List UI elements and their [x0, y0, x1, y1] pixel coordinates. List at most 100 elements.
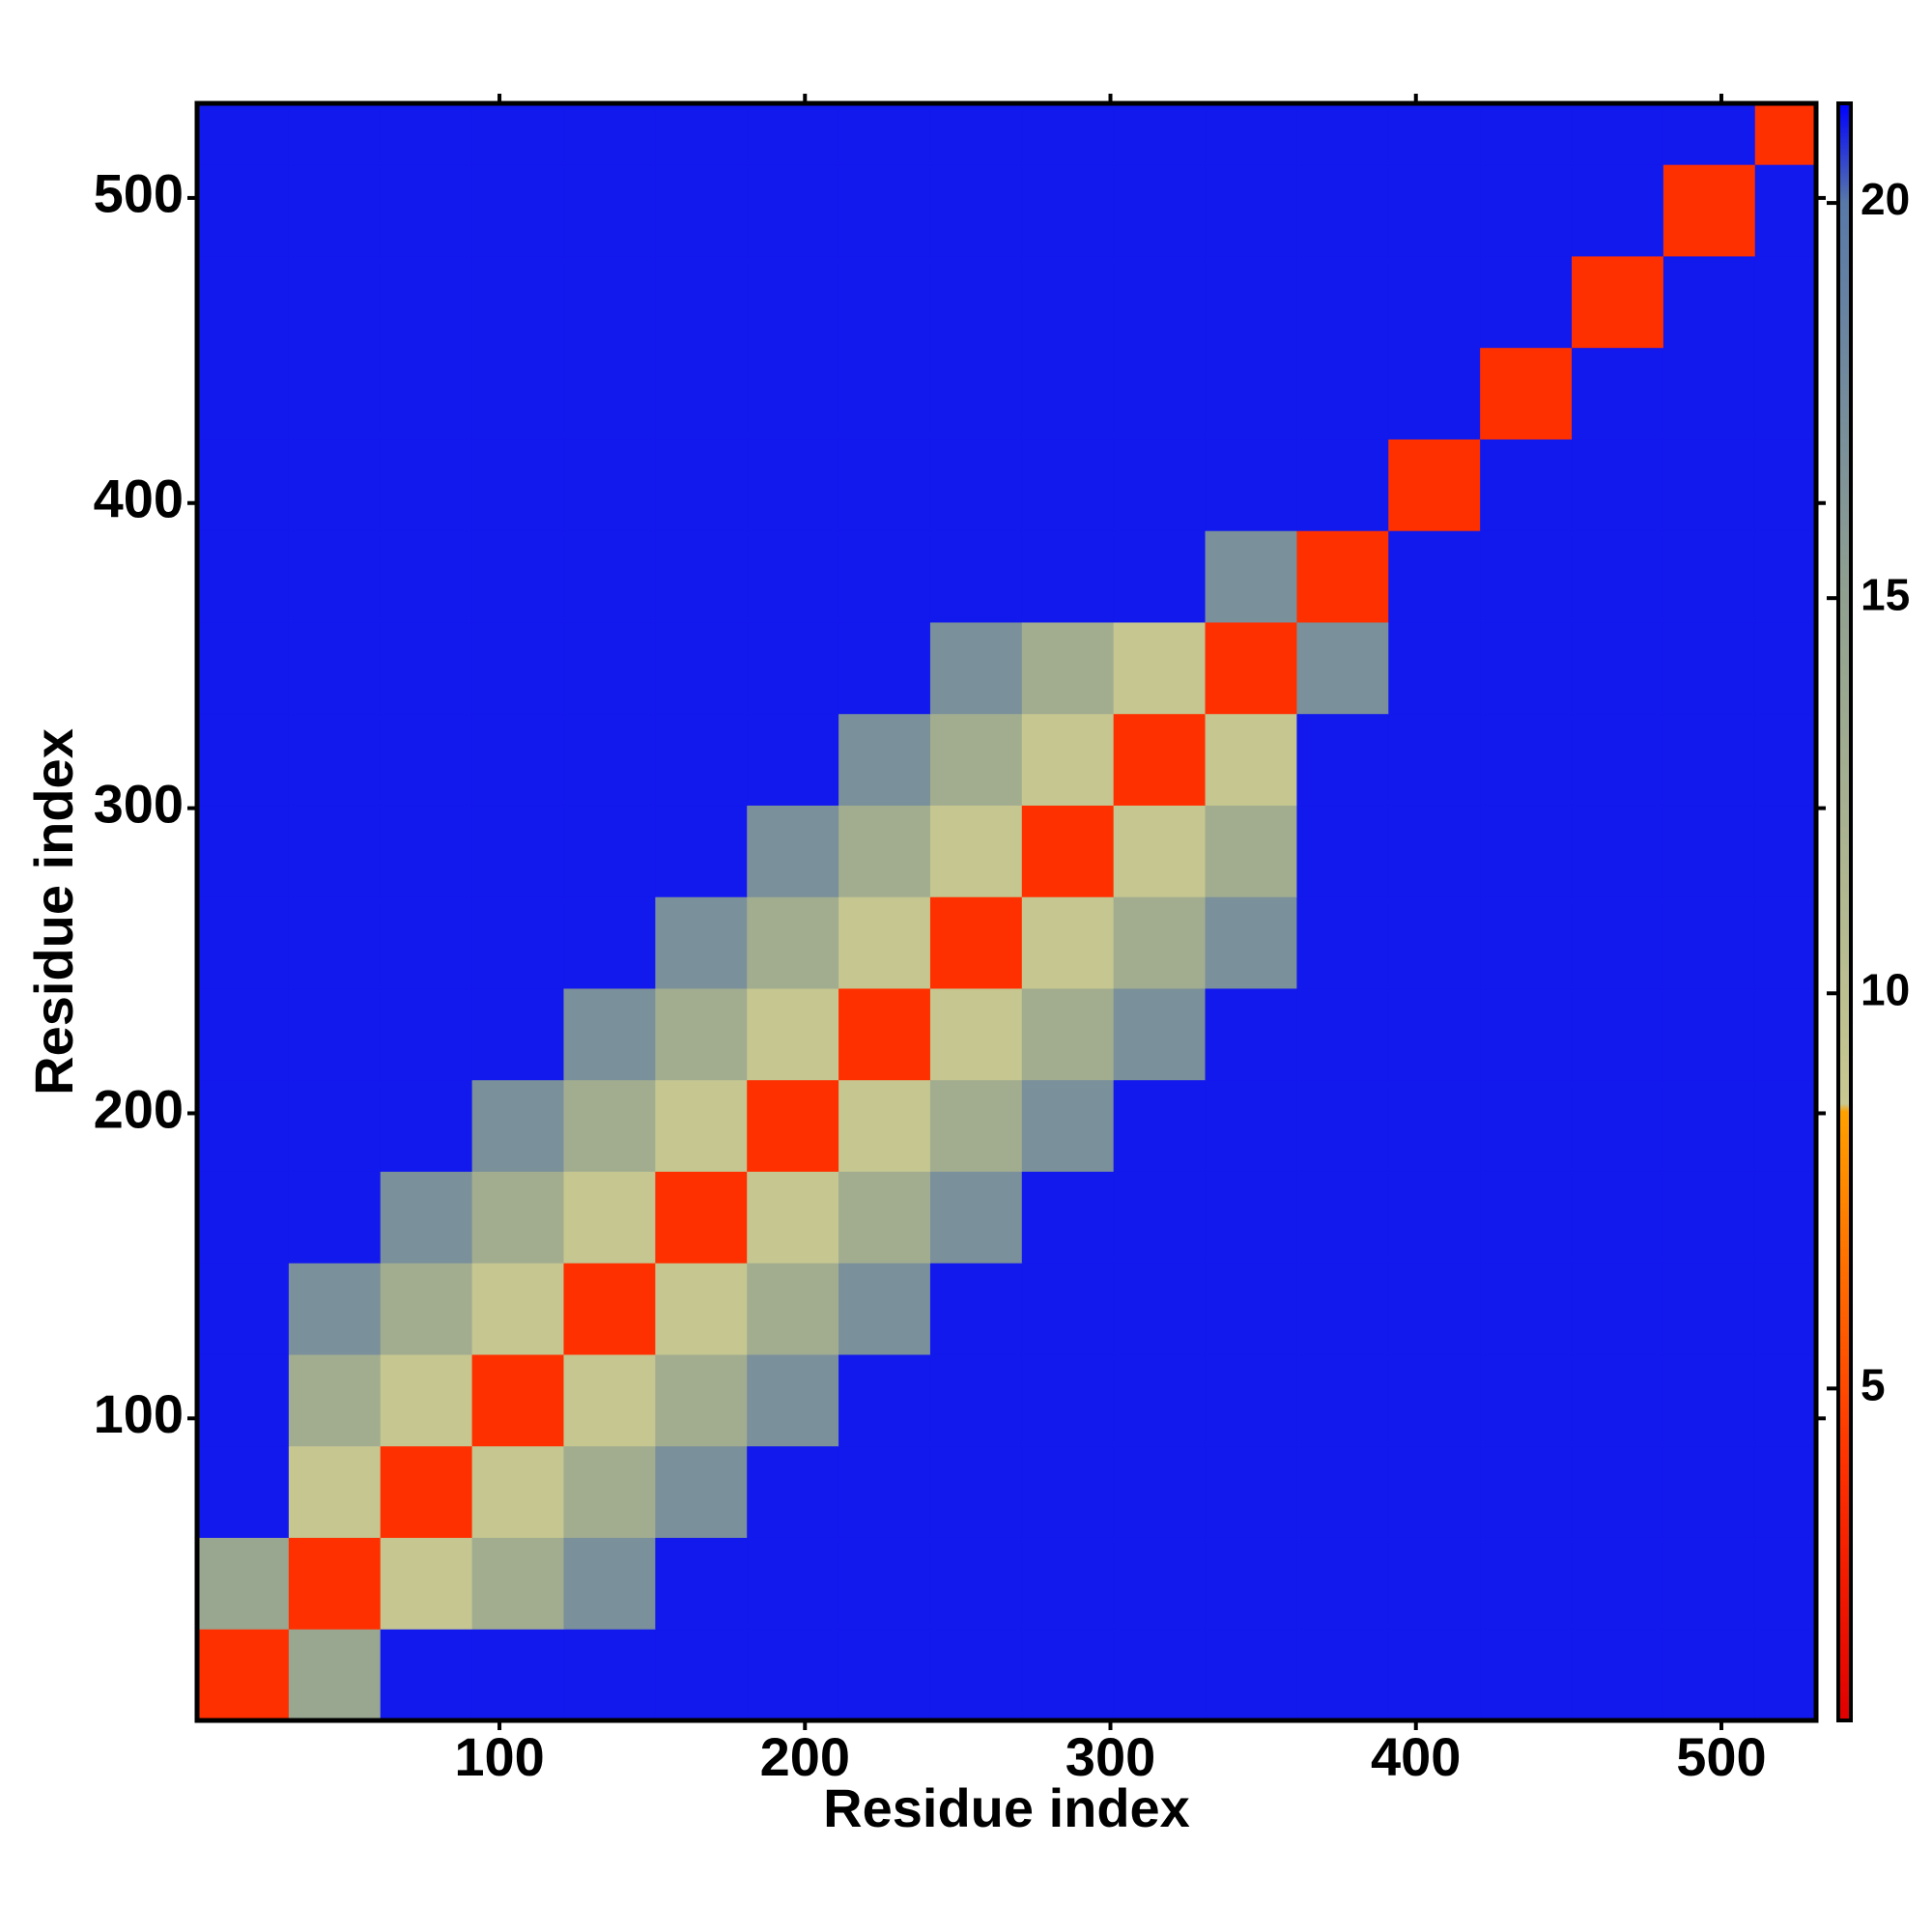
heatmap-cell: [1662, 1171, 1756, 1264]
heatmap-cell: [747, 1445, 839, 1538]
heatmap-cell: [1480, 103, 1573, 165]
heatmap-cell: [1754, 896, 1817, 989]
heatmap-cell: [288, 1445, 382, 1538]
heatmap-cell: [1388, 621, 1481, 715]
heatmap-cell: [471, 805, 564, 897]
heatmap-cell: [380, 1263, 473, 1355]
heatmap-cell: [838, 1629, 931, 1721]
x-tick-label: 300: [1065, 1726, 1155, 1787]
heatmap-cell: [1113, 1537, 1207, 1630]
y-tick-label: 400: [94, 469, 184, 529]
heatmap-cell: [471, 347, 564, 440]
heatmap-cell: [288, 1353, 382, 1447]
heatmap-cell: [1388, 347, 1481, 440]
heatmap-cell: [1480, 1171, 1573, 1264]
heatmap-cell: [563, 987, 656, 1081]
heatmap-cell: [288, 1079, 382, 1172]
heatmap-cell: [838, 439, 931, 531]
heatmap-cell: [1205, 621, 1297, 715]
heatmap-cell: [838, 1263, 931, 1355]
heatmap-cell: [1662, 255, 1756, 349]
heatmap-cell: [1480, 1629, 1573, 1721]
heatmap-cell: [1754, 1079, 1817, 1172]
heatmap-cell: [1296, 1629, 1389, 1721]
heatmap-cell: [1480, 439, 1573, 531]
heatmap-cell: [1021, 1079, 1115, 1172]
heatmap-cell: [1662, 1353, 1756, 1447]
heatmap-cell: [655, 255, 748, 349]
heatmap-cell: [1113, 1079, 1207, 1172]
y-tick-label: 200: [94, 1078, 184, 1139]
heatmap-cell: [1296, 164, 1389, 257]
heatmap-cell: [288, 530, 382, 623]
heatmap-cell: [563, 439, 656, 531]
heatmap-cell: [929, 1353, 1023, 1447]
x-axis-title: Residue index: [823, 1777, 1190, 1838]
heatmap-cell: [288, 987, 382, 1081]
heatmap-cell: [1205, 164, 1297, 257]
heatmap-cell: [1388, 987, 1481, 1081]
heatmap-cell: [1388, 103, 1481, 165]
heatmap-cell: [1480, 1537, 1573, 1630]
heatmap-cell: [747, 1537, 839, 1630]
heatmap-cell: [1388, 805, 1481, 897]
heatmap-cell: [747, 713, 839, 806]
heatmap-cell: [1388, 255, 1481, 349]
heatmap-cell: [1296, 439, 1389, 531]
heatmap-cell: [1754, 1263, 1817, 1355]
heatmap-cell: [838, 1445, 931, 1538]
heatmap-cell: [1754, 164, 1817, 257]
heatmap-cell: [563, 1445, 656, 1538]
colorbar-tick-label: 5: [1861, 1360, 1886, 1410]
heatmap-cell: [1205, 530, 1297, 623]
heatmap-cell: [1572, 621, 1664, 715]
heatmap-cell: [1754, 1537, 1817, 1630]
heatmap-cell: [380, 1353, 473, 1447]
heatmap-cell: [747, 1629, 839, 1721]
heatmap-cell: [1480, 805, 1573, 897]
heatmap-cell: [471, 621, 564, 715]
heatmap-cell: [1754, 805, 1817, 897]
heatmap-cell: [1296, 1537, 1389, 1630]
heatmap-cell: [471, 255, 564, 349]
heatmap-cell: [471, 1353, 564, 1447]
heatmap-cell: [288, 164, 382, 257]
heatmap-cell: [1662, 987, 1756, 1081]
heatmap-cell: [1662, 621, 1756, 715]
heatmap-cell: [1388, 1263, 1481, 1355]
heatmap-cell: [929, 896, 1023, 989]
heatmap-cell: [1388, 1079, 1481, 1172]
heatmap-cell: [747, 164, 839, 257]
heatmap-cell: [1205, 896, 1297, 989]
heatmap-cell: [288, 439, 382, 531]
heatmap-cell: [1754, 1353, 1817, 1447]
heatmap-cell: [197, 1263, 290, 1355]
heatmap-cell: [471, 1263, 564, 1355]
y-tick-label: 100: [94, 1383, 184, 1444]
heatmap-cell: [747, 103, 839, 165]
heatmap-cell: [747, 439, 839, 531]
heatmap-cell: [1113, 713, 1207, 806]
heatmap-cell: [1662, 1445, 1756, 1538]
heatmap-cell: [1480, 255, 1573, 349]
colorbar-tick-label: 15: [1861, 569, 1910, 619]
heatmap-cell: [197, 805, 290, 897]
heatmap-cell: [380, 530, 473, 623]
heatmap-cell: [1754, 1171, 1817, 1264]
heatmap-cell: [838, 347, 931, 440]
heatmap-cell: [747, 1171, 839, 1264]
heatmap-cell: [1662, 713, 1756, 806]
heatmap-cell: [1113, 1171, 1207, 1264]
heatmap-cell: [380, 896, 473, 989]
heatmap-cell: [1205, 103, 1297, 165]
heatmap-cell: [929, 164, 1023, 257]
heatmap-cell: [1021, 1445, 1115, 1538]
heatmap-cell: [380, 1171, 473, 1264]
heatmap-cell: [1113, 1629, 1207, 1721]
heatmap-cell: [1388, 713, 1481, 806]
x-tick-label: 400: [1371, 1726, 1461, 1787]
heatmap-cell: [1296, 1263, 1389, 1355]
heatmap-cell: [1480, 1079, 1573, 1172]
heatmap-cell: [1113, 1263, 1207, 1355]
heatmap-cell: [1113, 103, 1207, 165]
